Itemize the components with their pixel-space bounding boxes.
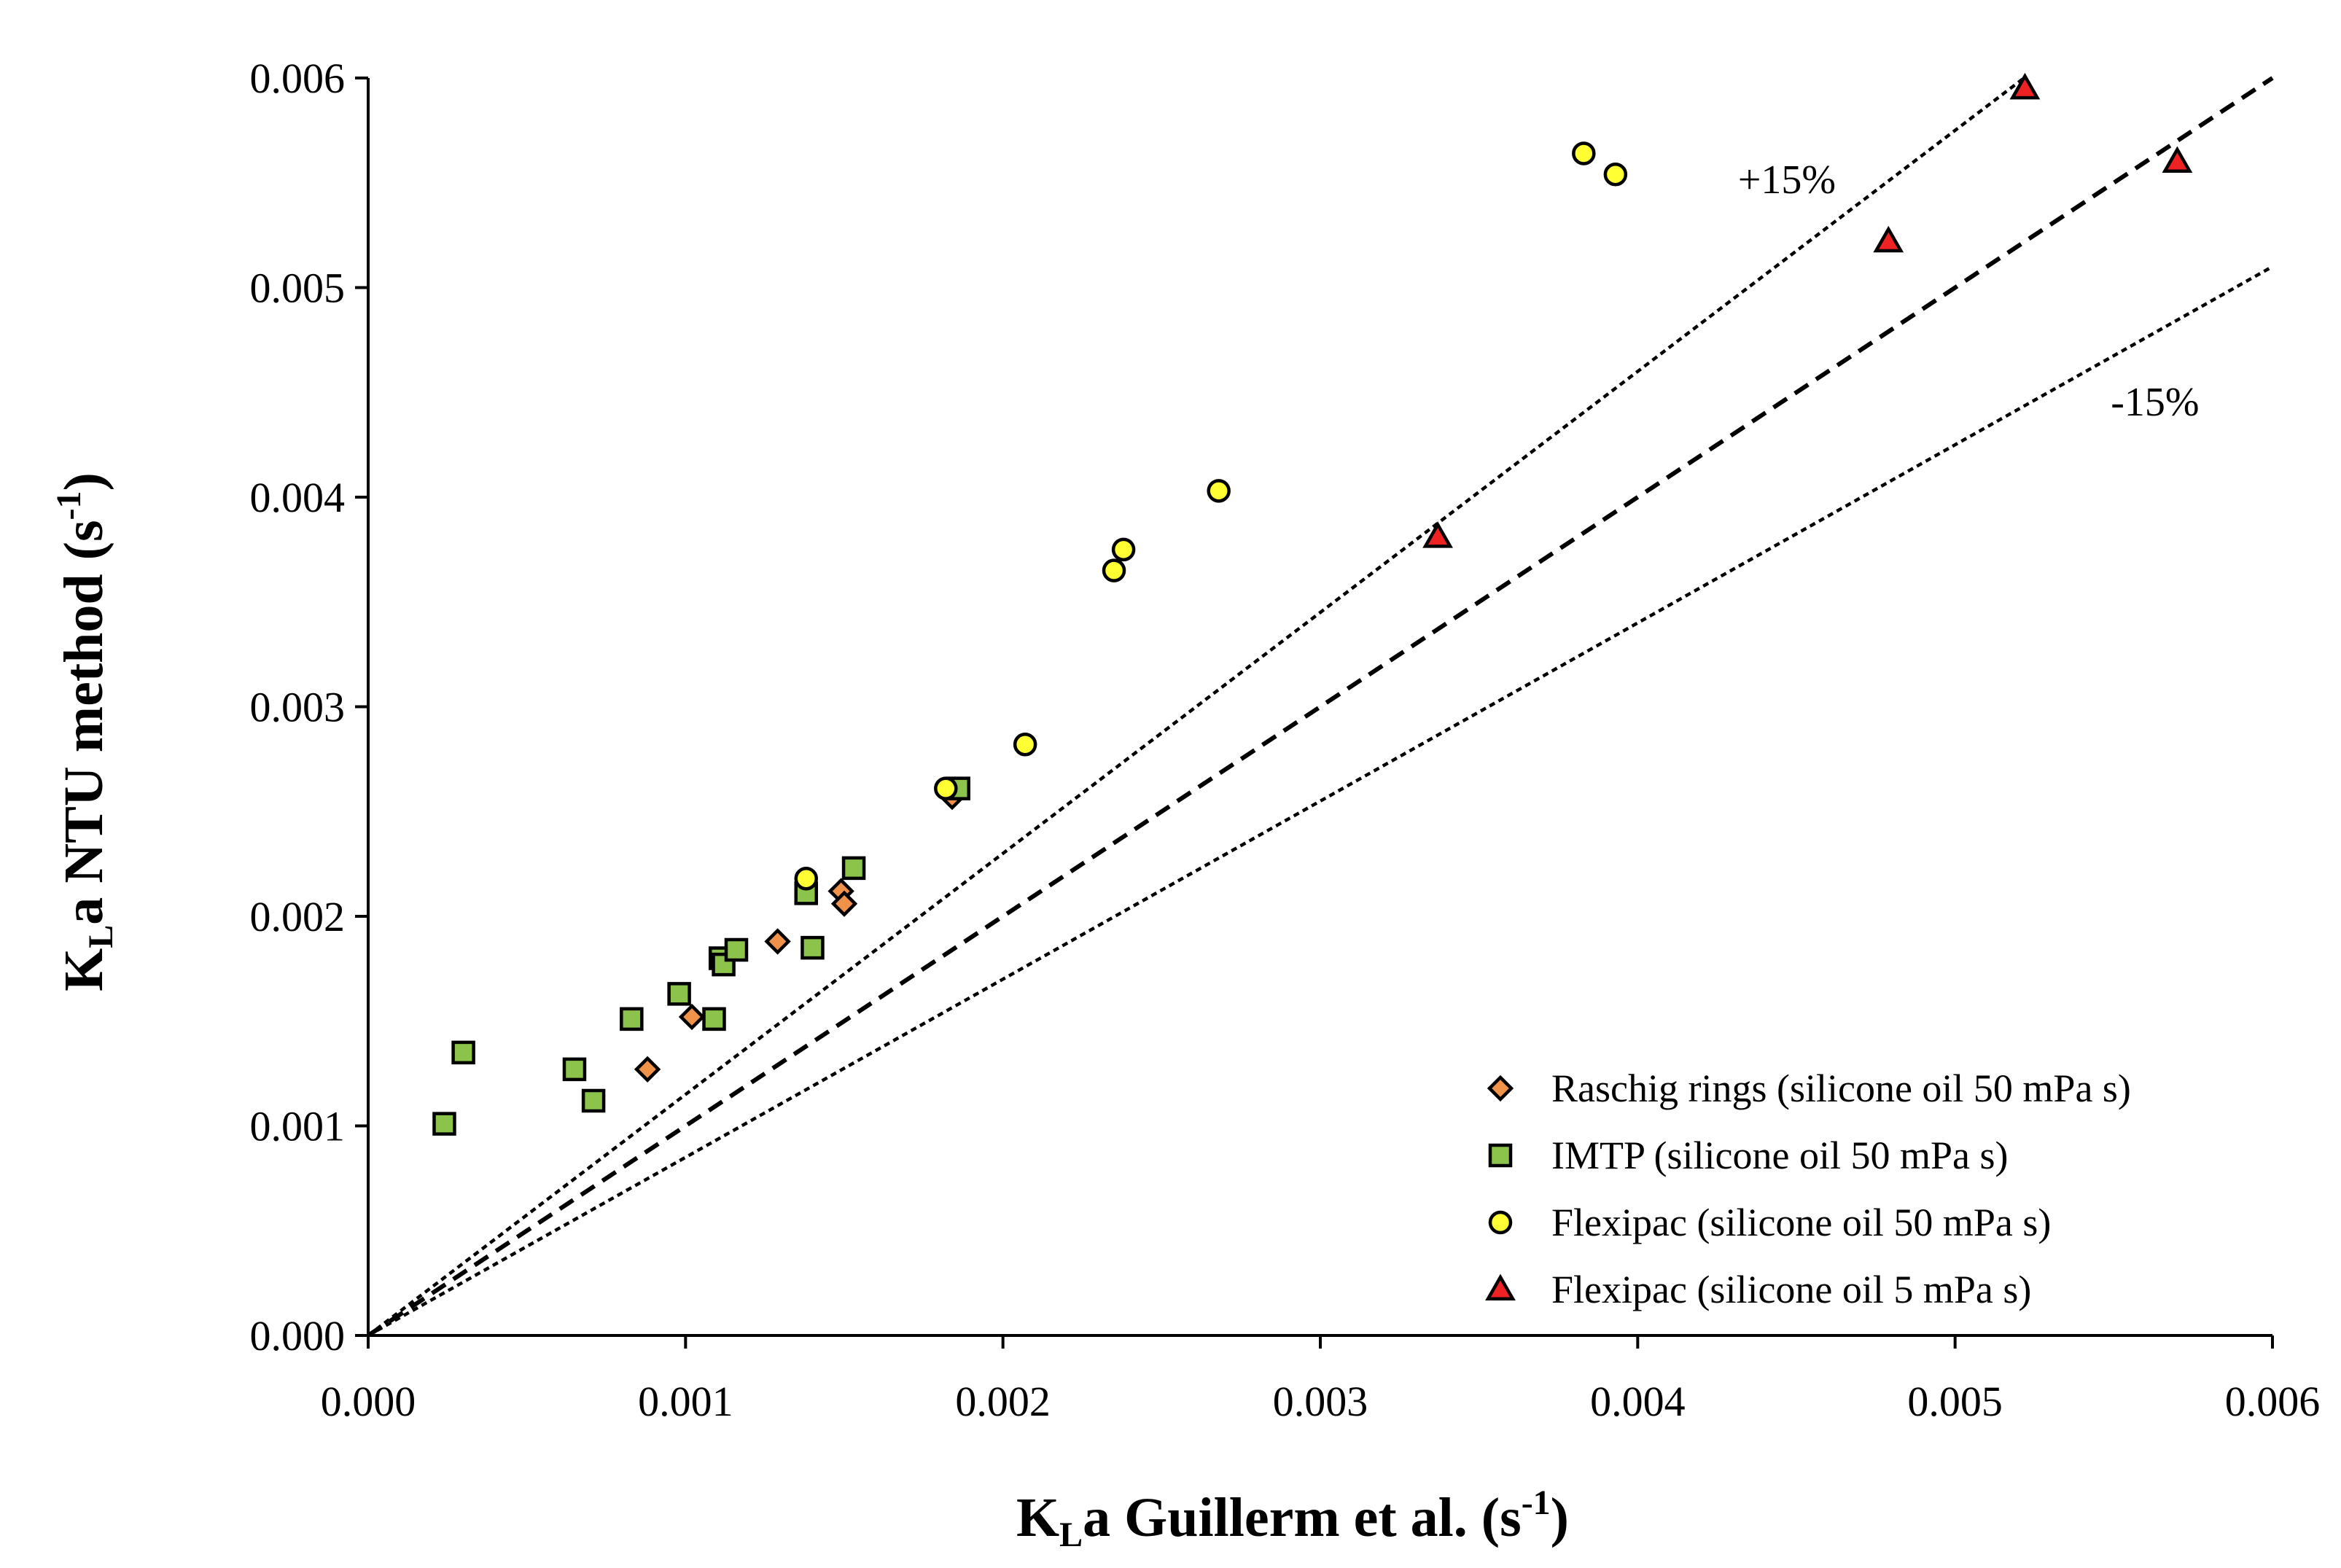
data-point-square xyxy=(801,935,825,960)
data-point-circle xyxy=(1102,558,1126,582)
data-point-square xyxy=(620,1007,644,1031)
legend-marker-square xyxy=(1488,1143,1513,1168)
data-point-diamond xyxy=(830,890,858,917)
data-point-square xyxy=(562,1057,587,1082)
annotation-minus-15: -15% xyxy=(2111,380,2199,425)
legend-label: Flexipac (silicone oil 50 mPa s) xyxy=(1551,1201,2051,1244)
data-point-diamond xyxy=(634,1056,661,1083)
x-tick-label: 0.003 xyxy=(1273,1378,1368,1425)
data-point-circle xyxy=(1111,537,1136,562)
x-tick-label: 0.005 xyxy=(1907,1378,2003,1425)
data-point-circle xyxy=(1207,479,1231,503)
x-tick-label: 0.001 xyxy=(638,1378,733,1425)
x-axis-title: KLa Guillerm et al. (s-1) xyxy=(1016,1483,1569,1554)
data-point-square xyxy=(724,937,749,962)
data-point-diamond xyxy=(764,928,791,955)
data-point-circle xyxy=(1013,733,1037,757)
y-tick-label: 0.002 xyxy=(250,893,346,940)
data-point-circle xyxy=(1572,141,1596,165)
legend-item: Flexipac (silicone oil 5 mPa s) xyxy=(1485,1268,2031,1311)
annotation-plus-15: +15% xyxy=(1738,157,1836,203)
data-point-circle xyxy=(794,867,819,891)
x-tick-label: 0.006 xyxy=(2225,1378,2321,1425)
data-point-triangle xyxy=(1873,225,1904,253)
data-point-square xyxy=(581,1088,606,1113)
legend-label: Flexipac (silicone oil 5 mPa s) xyxy=(1551,1268,2031,1311)
reference-lines xyxy=(367,76,2274,1338)
legend-item: Raschig rings (silicone oil 50 mPa s) xyxy=(1487,1066,2131,1110)
legend-item: IMTP (silicone oil 50 mPa s) xyxy=(1488,1134,2008,1177)
y-tick-label: 0.004 xyxy=(250,474,346,521)
legend-label: IMTP (silicone oil 50 mPa s) xyxy=(1551,1134,2008,1177)
data-point-triangle xyxy=(2162,146,2193,173)
reference-line-parity xyxy=(367,76,2274,1338)
legend-label: Raschig rings (silicone oil 50 mPa s) xyxy=(1551,1066,2131,1110)
x-tick-label: 0.002 xyxy=(955,1378,1051,1425)
x-tick-label: 0.004 xyxy=(1590,1378,1686,1425)
data-point-triangle xyxy=(1422,521,1453,548)
data-point-triangle xyxy=(2009,72,2041,100)
y-tick-label: 0.003 xyxy=(250,684,346,731)
data-point-circle xyxy=(934,776,958,800)
legend-item: Flexipac (silicone oil 50 mPa s) xyxy=(1488,1201,2051,1244)
ticks: 0.000 0.001 0.002 0.003 0.004 0.005 0.006 0.000… xyxy=(250,55,2321,1425)
y-axis-title: KLa NTU method (s-1) xyxy=(50,472,120,991)
data-point-square xyxy=(667,982,691,1006)
legend-marker-triangle xyxy=(1485,1273,1516,1300)
data-point-diamond xyxy=(678,1003,706,1031)
y-tick-label: 0.000 xyxy=(250,1312,346,1360)
reference-line-minus-15 xyxy=(367,265,2274,1337)
data-point-square xyxy=(702,1007,726,1031)
data-point-circle xyxy=(1603,163,1628,187)
data-point-square xyxy=(841,856,866,881)
series-triangle xyxy=(1422,72,2193,548)
series-diamond xyxy=(634,783,966,1083)
x-tick-label: 0.000 xyxy=(321,1378,416,1425)
data-markers xyxy=(432,72,2193,1136)
data-point-square xyxy=(432,1112,456,1136)
legend-marker-diamond xyxy=(1487,1074,1514,1102)
y-tick-label: 0.001 xyxy=(250,1103,346,1150)
legend-marker-circle xyxy=(1488,1210,1513,1235)
y-tick-label: 0.006 xyxy=(250,55,346,102)
legend: Raschig rings (silicone oil 50 mPa s) IMT… xyxy=(1485,1066,2131,1311)
series-circle xyxy=(794,141,1628,891)
y-tick-label: 0.005 xyxy=(250,265,346,312)
data-point-square xyxy=(451,1040,475,1065)
